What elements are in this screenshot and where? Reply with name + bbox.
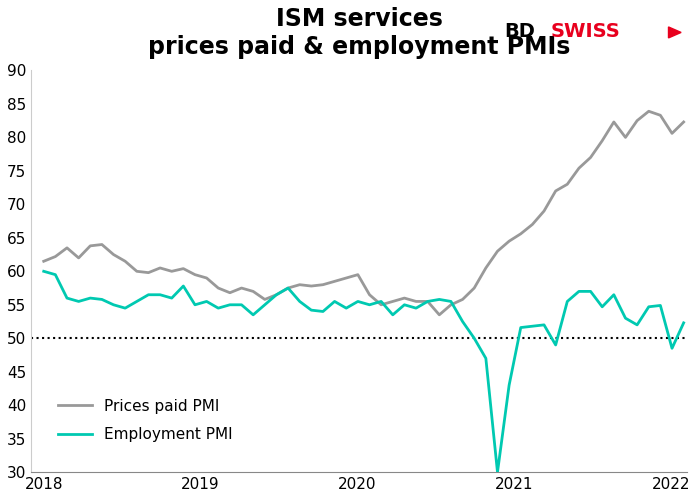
Text: BD: BD xyxy=(504,22,535,41)
Title: ISM services
prices paid & employment PMIs: ISM services prices paid & employment PM… xyxy=(148,7,570,59)
Text: SWISS: SWISS xyxy=(550,22,620,41)
Legend: Prices paid PMI, Employment PMI: Prices paid PMI, Employment PMI xyxy=(52,393,239,449)
